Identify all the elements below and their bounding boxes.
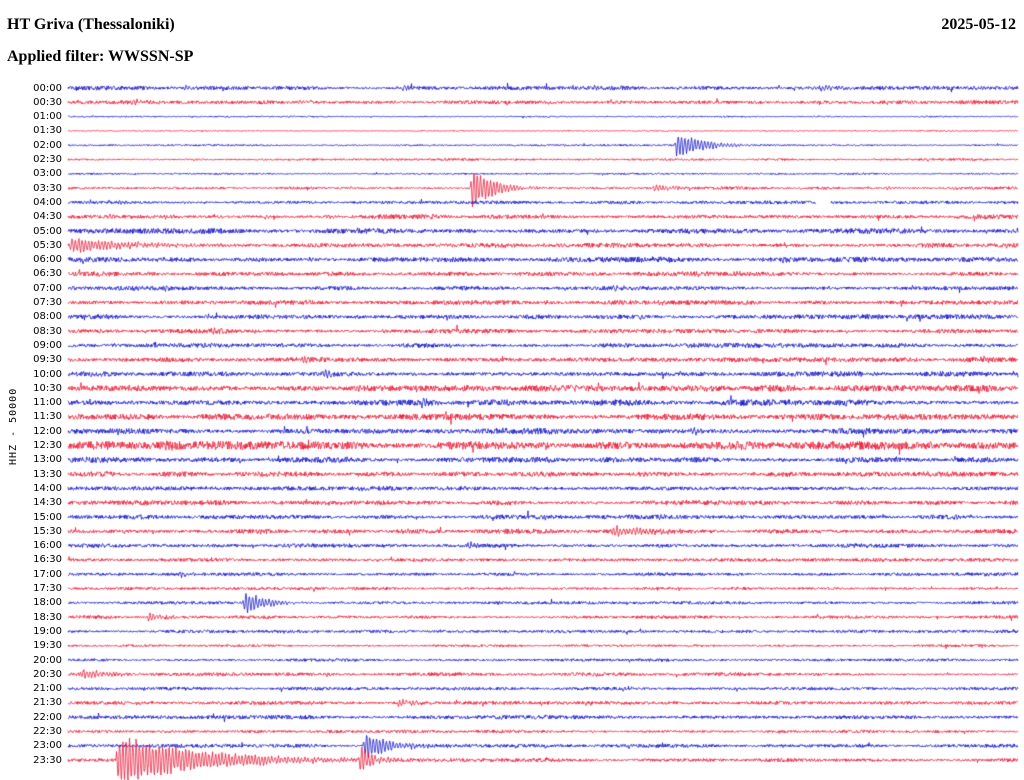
helicorder-page: HT Griva (Thessaloniki) 2025-05-12 Appli… — [0, 0, 1024, 780]
helicorder-canvas — [0, 0, 1024, 780]
